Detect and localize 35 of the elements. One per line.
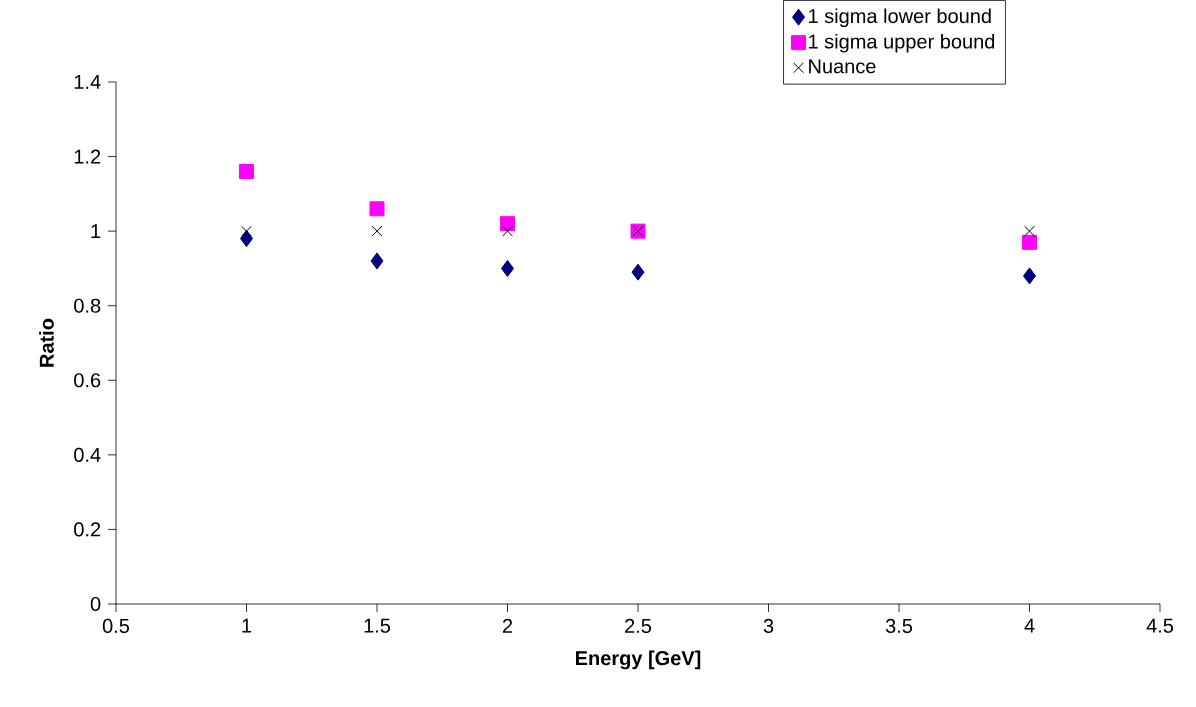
point [369,201,385,217]
point [1023,267,1037,285]
point [1022,234,1038,250]
y-tick-label: 0.4 [74,447,101,462]
legend-label: 1 sigma upper bound [809,33,995,53]
y-tick-label: 1 [91,224,101,239]
x-tick-label: 1.5 [364,618,391,633]
x-tick-label: 4.5 [1146,618,1174,633]
point [370,252,384,270]
x-tick-label: 2 [502,618,513,633]
x-tick-label: 4 [1024,618,1035,633]
x-tick-label: 0.5 [102,618,130,634]
x-tick-label: 3.5 [885,618,913,634]
y-tick-label: 0 [90,596,101,612]
point [241,225,252,237]
x-tick-label: 3 [763,618,774,634]
legend-label: Nuance [809,59,876,74]
y-tick-label: 1.4 [74,75,101,89]
y-tick-label: 0.8 [74,298,101,313]
point [500,216,515,232]
x-axis-title: Energy [GeV] [576,650,701,670]
y-axis-title: Ratio [39,318,54,367]
y-tick-label: 1.2 [74,149,101,164]
legend-label: 1 sigma lower bound [809,8,991,28]
point [502,225,513,237]
point [240,230,253,248]
y-tick-label: 0.2 [74,522,101,537]
y-tick-label: 0.6 [74,373,101,388]
point [501,259,514,277]
point [371,225,383,237]
x-tick-label: 2.5 [625,618,652,634]
point [631,263,645,281]
point [1024,225,1035,237]
x-tick-label: 1 [242,618,252,633]
point [239,163,254,179]
